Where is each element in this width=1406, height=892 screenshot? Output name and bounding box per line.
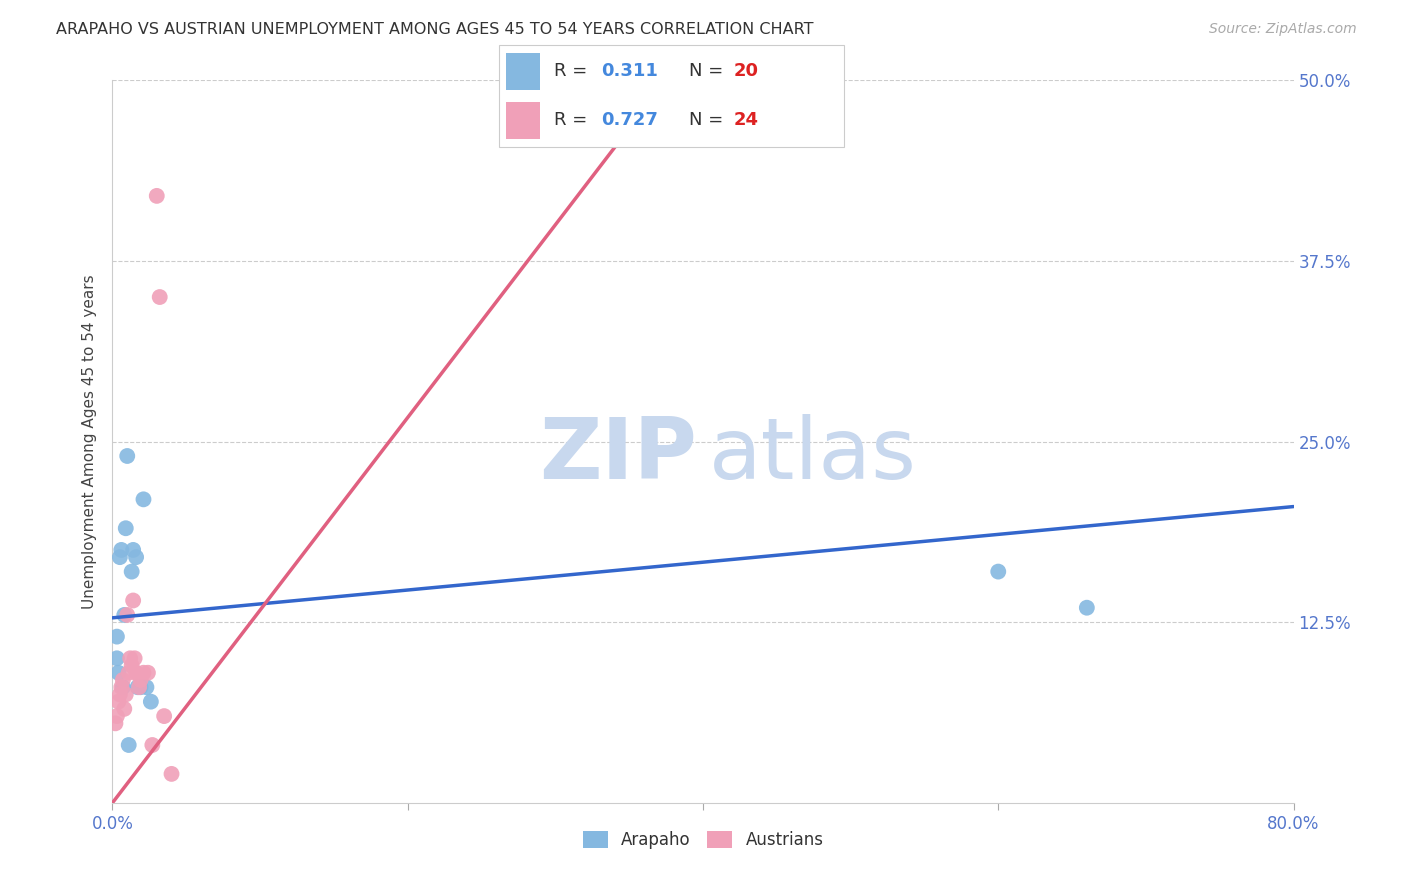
Point bbox=[132, 492, 155, 507]
FancyBboxPatch shape bbox=[499, 45, 844, 147]
Point bbox=[125, 550, 148, 565]
Point bbox=[111, 673, 134, 687]
Point bbox=[121, 658, 143, 673]
Point bbox=[105, 709, 128, 723]
Point bbox=[141, 738, 163, 752]
Point bbox=[117, 449, 138, 463]
Point bbox=[135, 680, 157, 694]
Point bbox=[110, 542, 132, 557]
Point bbox=[129, 680, 152, 694]
Point bbox=[118, 738, 141, 752]
Point bbox=[127, 680, 149, 694]
Point bbox=[110, 680, 132, 694]
Point bbox=[132, 665, 155, 680]
Point bbox=[112, 702, 135, 716]
Point bbox=[107, 695, 129, 709]
Point bbox=[105, 651, 128, 665]
Point bbox=[1076, 600, 1098, 615]
Text: atlas: atlas bbox=[709, 415, 917, 498]
Point bbox=[125, 665, 148, 680]
Point bbox=[120, 651, 142, 665]
Text: ARAPAHO VS AUSTRIAN UNEMPLOYMENT AMONG AGES 45 TO 54 YEARS CORRELATION CHART: ARAPAHO VS AUSTRIAN UNEMPLOYMENT AMONG A… bbox=[56, 22, 814, 37]
Text: 24: 24 bbox=[734, 111, 758, 129]
Point bbox=[146, 189, 169, 203]
Point bbox=[136, 665, 159, 680]
Point bbox=[139, 695, 162, 709]
FancyBboxPatch shape bbox=[506, 102, 540, 139]
Point bbox=[105, 630, 128, 644]
Text: N =: N = bbox=[689, 111, 728, 129]
Point bbox=[129, 673, 152, 687]
Text: Source: ZipAtlas.com: Source: ZipAtlas.com bbox=[1209, 22, 1357, 37]
Point bbox=[111, 680, 134, 694]
FancyBboxPatch shape bbox=[506, 53, 540, 90]
Point bbox=[114, 687, 136, 701]
Point bbox=[122, 593, 145, 607]
Text: 0.727: 0.727 bbox=[600, 111, 658, 129]
Point bbox=[114, 521, 136, 535]
Point bbox=[987, 565, 1010, 579]
Text: 0.311: 0.311 bbox=[600, 62, 658, 79]
Point bbox=[153, 709, 176, 723]
Point bbox=[149, 290, 172, 304]
Point bbox=[124, 651, 146, 665]
Text: 20: 20 bbox=[734, 62, 758, 79]
Text: ZIP: ZIP bbox=[540, 415, 697, 498]
Point bbox=[108, 687, 131, 701]
Legend: Arapaho, Austrians: Arapaho, Austrians bbox=[576, 824, 830, 856]
Point bbox=[118, 665, 141, 680]
Text: N =: N = bbox=[689, 62, 728, 79]
Point bbox=[107, 665, 129, 680]
Y-axis label: Unemployment Among Ages 45 to 54 years: Unemployment Among Ages 45 to 54 years bbox=[82, 274, 97, 609]
Text: R =: R = bbox=[554, 111, 593, 129]
Point bbox=[122, 542, 145, 557]
Point bbox=[128, 680, 150, 694]
Text: R =: R = bbox=[554, 62, 593, 79]
Point bbox=[112, 607, 135, 622]
Point bbox=[117, 607, 138, 622]
Point bbox=[160, 767, 183, 781]
Point bbox=[104, 716, 127, 731]
Point bbox=[121, 565, 143, 579]
Point bbox=[108, 550, 131, 565]
